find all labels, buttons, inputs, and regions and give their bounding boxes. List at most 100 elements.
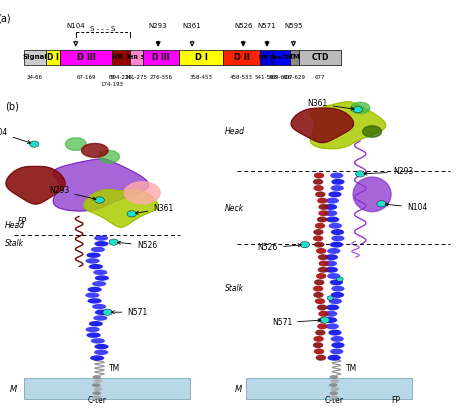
Text: N104: N104 bbox=[385, 203, 427, 212]
Text: 458-533: 458-533 bbox=[230, 75, 253, 80]
Text: Head: Head bbox=[225, 127, 245, 136]
Text: TM: TM bbox=[109, 364, 120, 373]
Ellipse shape bbox=[314, 279, 324, 285]
Text: 67-169: 67-169 bbox=[76, 75, 96, 80]
Text: D III: D III bbox=[153, 53, 170, 62]
Ellipse shape bbox=[331, 229, 344, 235]
Polygon shape bbox=[84, 190, 158, 227]
Ellipse shape bbox=[328, 191, 342, 197]
Ellipse shape bbox=[89, 321, 103, 326]
Ellipse shape bbox=[331, 342, 345, 348]
Text: FP: FP bbox=[392, 396, 400, 405]
Text: D I: D I bbox=[47, 53, 59, 62]
Polygon shape bbox=[99, 151, 119, 163]
Bar bbox=[130, 50, 143, 64]
Text: TM: TM bbox=[288, 54, 301, 60]
Text: N361: N361 bbox=[182, 23, 201, 29]
Bar bbox=[24, 378, 190, 399]
Ellipse shape bbox=[93, 270, 108, 275]
Text: HR 3: HR 3 bbox=[259, 55, 273, 60]
Ellipse shape bbox=[92, 375, 101, 379]
Ellipse shape bbox=[94, 387, 102, 391]
Ellipse shape bbox=[328, 330, 342, 336]
Ellipse shape bbox=[324, 260, 337, 266]
Text: N104: N104 bbox=[66, 23, 85, 29]
Ellipse shape bbox=[95, 275, 109, 281]
Text: N526: N526 bbox=[258, 243, 301, 252]
Ellipse shape bbox=[326, 197, 339, 204]
Ellipse shape bbox=[318, 210, 328, 216]
Ellipse shape bbox=[330, 395, 338, 399]
Circle shape bbox=[109, 239, 118, 245]
Circle shape bbox=[377, 201, 386, 207]
Ellipse shape bbox=[94, 350, 108, 355]
Ellipse shape bbox=[319, 204, 329, 210]
Circle shape bbox=[127, 211, 137, 217]
Ellipse shape bbox=[315, 223, 325, 229]
Ellipse shape bbox=[324, 204, 337, 210]
Ellipse shape bbox=[315, 191, 326, 197]
Circle shape bbox=[29, 141, 39, 147]
Ellipse shape bbox=[318, 254, 328, 260]
Ellipse shape bbox=[86, 253, 100, 258]
Text: 358-453: 358-453 bbox=[190, 75, 213, 80]
Polygon shape bbox=[363, 126, 382, 137]
Bar bbox=[290, 50, 299, 64]
Ellipse shape bbox=[313, 342, 323, 348]
Polygon shape bbox=[65, 138, 86, 151]
Polygon shape bbox=[310, 102, 386, 149]
Text: Stalk: Stalk bbox=[225, 284, 244, 293]
Text: (b): (b) bbox=[5, 102, 18, 112]
Ellipse shape bbox=[331, 286, 345, 292]
Text: N293: N293 bbox=[149, 23, 167, 29]
Ellipse shape bbox=[318, 267, 328, 273]
Bar bbox=[143, 50, 179, 64]
Bar bbox=[60, 50, 112, 64]
Bar bbox=[46, 50, 60, 64]
Ellipse shape bbox=[313, 336, 324, 342]
Ellipse shape bbox=[91, 338, 105, 344]
Text: HR 1: HR 1 bbox=[112, 54, 130, 60]
Text: 194-236: 194-236 bbox=[109, 75, 133, 80]
Text: N571: N571 bbox=[111, 308, 147, 317]
Ellipse shape bbox=[326, 304, 339, 310]
Polygon shape bbox=[82, 144, 108, 157]
Ellipse shape bbox=[325, 254, 338, 260]
Text: 241-275: 241-275 bbox=[125, 75, 148, 80]
Ellipse shape bbox=[324, 210, 337, 216]
Text: D I: D I bbox=[195, 53, 208, 62]
Ellipse shape bbox=[88, 287, 102, 292]
Bar bbox=[223, 50, 260, 64]
Ellipse shape bbox=[85, 258, 100, 264]
Ellipse shape bbox=[314, 173, 324, 179]
Ellipse shape bbox=[317, 217, 327, 222]
Ellipse shape bbox=[86, 333, 100, 338]
Ellipse shape bbox=[331, 235, 345, 242]
Ellipse shape bbox=[313, 292, 324, 298]
Ellipse shape bbox=[93, 315, 108, 321]
Ellipse shape bbox=[326, 217, 339, 222]
Text: TM: TM bbox=[346, 364, 357, 373]
Ellipse shape bbox=[317, 323, 328, 329]
Ellipse shape bbox=[316, 355, 326, 361]
Circle shape bbox=[337, 277, 343, 282]
Ellipse shape bbox=[317, 197, 328, 204]
Polygon shape bbox=[124, 182, 160, 204]
Text: FP: FP bbox=[109, 75, 115, 80]
Ellipse shape bbox=[93, 395, 101, 399]
Ellipse shape bbox=[329, 375, 338, 379]
Text: Neck: Neck bbox=[225, 204, 244, 213]
Text: HR 3: HR 3 bbox=[128, 55, 145, 60]
Text: N361: N361 bbox=[136, 204, 173, 214]
Ellipse shape bbox=[325, 267, 338, 273]
Ellipse shape bbox=[317, 304, 327, 310]
Ellipse shape bbox=[94, 241, 109, 246]
Circle shape bbox=[356, 171, 365, 177]
Bar bbox=[273, 50, 290, 64]
Ellipse shape bbox=[94, 344, 109, 349]
Text: (a): (a) bbox=[0, 14, 11, 24]
Ellipse shape bbox=[92, 304, 106, 309]
Ellipse shape bbox=[316, 248, 327, 254]
Ellipse shape bbox=[92, 391, 101, 395]
Ellipse shape bbox=[330, 348, 343, 355]
